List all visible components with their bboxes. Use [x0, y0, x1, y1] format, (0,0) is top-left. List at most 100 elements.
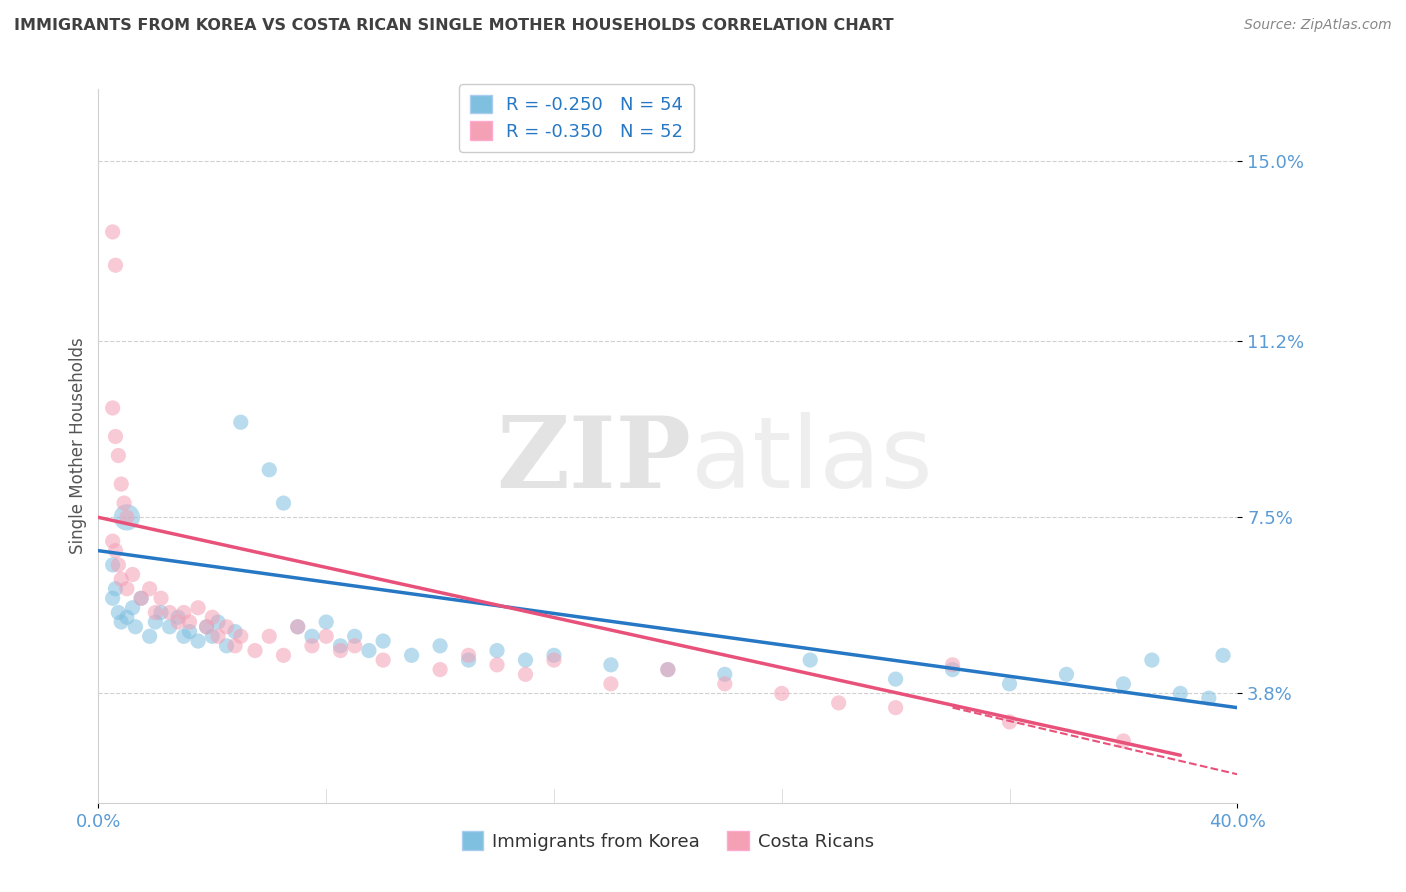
Point — [1198, 691, 1220, 706]
Point — [167, 610, 190, 624]
Point — [343, 639, 366, 653]
Point — [195, 620, 218, 634]
Point — [1170, 686, 1192, 700]
Point — [104, 543, 127, 558]
Point — [373, 653, 395, 667]
Point — [343, 629, 366, 643]
Point — [201, 629, 224, 643]
Point — [273, 648, 295, 663]
Point — [942, 663, 965, 677]
Point — [429, 639, 451, 653]
Y-axis label: Single Mother Households: Single Mother Households — [69, 338, 87, 554]
Text: atlas: atlas — [690, 412, 932, 508]
Point — [942, 657, 965, 672]
Point — [115, 582, 138, 596]
Point — [1140, 653, 1163, 667]
Point — [215, 620, 238, 634]
Point — [115, 610, 138, 624]
Point — [107, 606, 129, 620]
Point — [138, 582, 160, 596]
Point — [600, 677, 623, 691]
Point — [229, 629, 252, 643]
Point — [998, 714, 1021, 729]
Point — [115, 510, 138, 524]
Point — [657, 663, 679, 677]
Point — [110, 477, 132, 491]
Point — [515, 667, 537, 681]
Point — [187, 600, 209, 615]
Point — [1056, 667, 1078, 681]
Point — [129, 591, 152, 606]
Point — [159, 606, 181, 620]
Point — [104, 582, 127, 596]
Point — [329, 639, 352, 653]
Point — [486, 643, 509, 657]
Point — [101, 534, 124, 549]
Point — [167, 615, 190, 629]
Point — [714, 667, 737, 681]
Point — [101, 401, 124, 415]
Point — [229, 415, 252, 429]
Point — [301, 629, 323, 643]
Point — [828, 696, 851, 710]
Point — [301, 639, 323, 653]
Point — [1112, 734, 1135, 748]
Point — [457, 653, 479, 667]
Point — [207, 615, 229, 629]
Point — [884, 672, 907, 686]
Point — [457, 648, 479, 663]
Point — [998, 677, 1021, 691]
Point — [179, 624, 201, 639]
Point — [259, 463, 281, 477]
Point — [129, 591, 152, 606]
Point — [287, 620, 309, 634]
Point — [273, 496, 295, 510]
Text: Source: ZipAtlas.com: Source: ZipAtlas.com — [1244, 18, 1392, 32]
Point — [429, 663, 451, 677]
Point — [287, 620, 309, 634]
Point — [195, 620, 218, 634]
Point — [101, 225, 124, 239]
Point — [138, 629, 160, 643]
Point — [179, 615, 201, 629]
Point — [104, 258, 127, 272]
Point — [515, 653, 537, 667]
Text: ZIP: ZIP — [496, 412, 690, 508]
Point — [173, 629, 195, 643]
Point — [600, 657, 623, 672]
Point — [215, 639, 238, 653]
Point — [145, 615, 167, 629]
Point — [401, 648, 423, 663]
Point — [145, 606, 167, 620]
Point — [373, 634, 395, 648]
Point — [657, 663, 679, 677]
Point — [259, 629, 281, 643]
Text: IMMIGRANTS FROM KOREA VS COSTA RICAN SINGLE MOTHER HOUSEHOLDS CORRELATION CHART: IMMIGRANTS FROM KOREA VS COSTA RICAN SIN… — [14, 18, 894, 33]
Point — [315, 629, 337, 643]
Point — [107, 558, 129, 572]
Point — [1212, 648, 1234, 663]
Point — [329, 643, 352, 657]
Point — [101, 558, 124, 572]
Point — [201, 610, 224, 624]
Point — [315, 615, 337, 629]
Point — [112, 496, 135, 510]
Point — [799, 653, 821, 667]
Point — [110, 572, 132, 586]
Legend: Immigrants from Korea, Costa Ricans: Immigrants from Korea, Costa Ricans — [454, 824, 882, 858]
Point — [357, 643, 380, 657]
Point — [543, 653, 565, 667]
Point — [173, 606, 195, 620]
Point — [121, 600, 143, 615]
Point — [486, 657, 509, 672]
Point — [224, 639, 246, 653]
Point — [224, 624, 246, 639]
Point — [107, 449, 129, 463]
Point — [121, 567, 143, 582]
Point — [714, 677, 737, 691]
Point — [110, 615, 132, 629]
Point — [1112, 677, 1135, 691]
Point — [104, 429, 127, 443]
Point — [150, 591, 173, 606]
Point — [150, 606, 173, 620]
